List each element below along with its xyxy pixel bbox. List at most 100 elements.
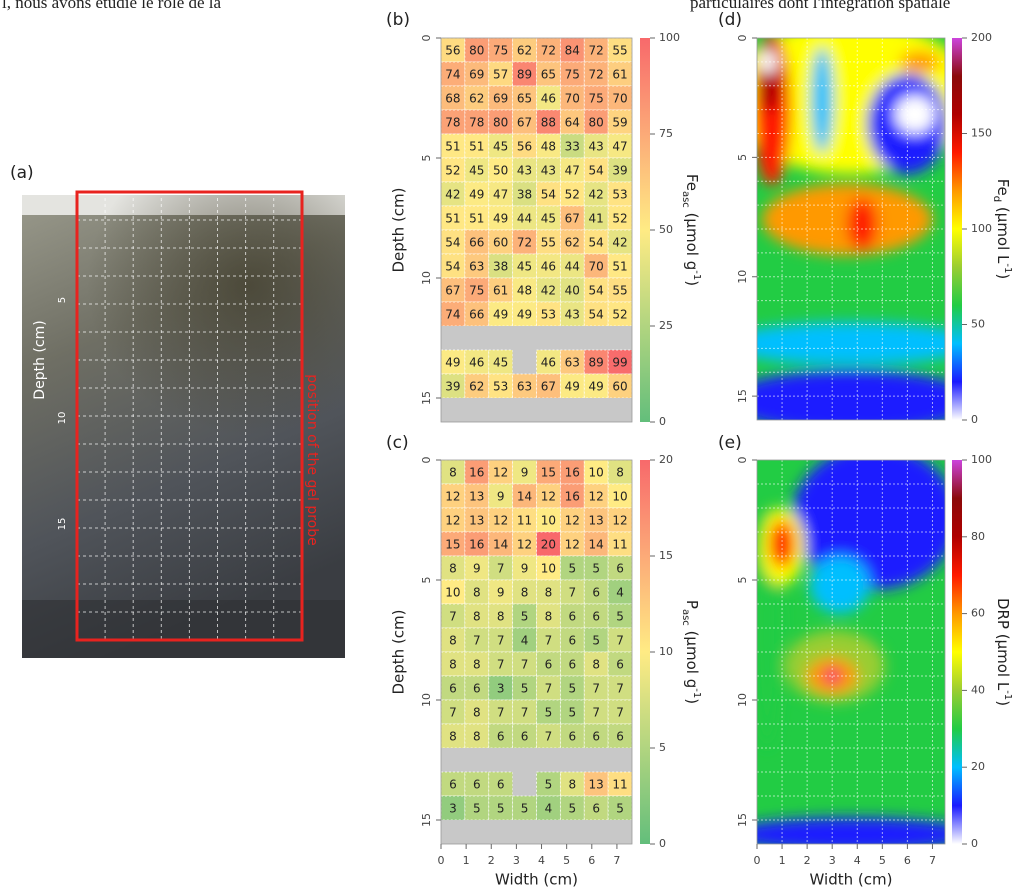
heat-cell [488,771,514,797]
cell-label: 9 [497,586,505,600]
map-blob [809,556,870,614]
y-axis-label: Depth (cm) [390,609,408,694]
cell-label: 54 [589,308,604,322]
heat-cell [583,133,609,159]
heat-cell [607,483,633,509]
heat-cell [464,277,490,303]
heat-cell [512,483,537,509]
colorbar-label-part: Fe [995,179,1013,196]
heat-cell [488,603,514,629]
heat-cell [488,205,514,231]
heat-cell [512,603,537,629]
heat-cell [512,579,537,605]
missing-cell [608,326,632,350]
photo-panel: (a) Depth (cm) 5 10 15 position of the g… [10,163,345,658]
heat-cell [464,507,490,533]
map-grid [757,38,945,420]
cell-label: 49 [445,356,460,370]
x-tick-label: 4 [854,854,861,867]
cell-label: 52 [612,212,627,226]
heat-cell [488,301,514,327]
cell-label: 12 [493,466,508,480]
cell-label: 7 [592,706,600,720]
cell-label: 74 [445,68,460,82]
missing-cell [488,820,513,844]
cell-label: 5 [568,802,576,816]
chart-panel: (e) 0 5 10 15 0 1 2 3 4 5 6 7 Width (cm) 0 20 40 60 80 100 D… [718,433,1014,889]
cell-label: 5 [592,634,600,648]
heat-cell [536,483,561,509]
cell-label: 7 [616,634,624,648]
cell-label: 5 [545,778,553,792]
cell-label: 66 [469,236,484,250]
heat-cell [607,795,633,821]
missing-cell [560,326,585,350]
cell-label: 72 [589,68,604,82]
colorbar-label-part: ) [684,698,702,704]
cell-label: 16 [469,466,484,480]
missing-cell [488,326,513,350]
heat-cell [512,555,537,581]
heat-cell [512,507,537,533]
heat-cell [512,651,537,677]
heat-cell [536,723,561,749]
heat-cell [440,795,466,821]
cell-label: 51 [469,212,484,226]
heat-cell [583,531,609,557]
missing-cell [584,326,609,350]
heat-cell [559,795,585,821]
heat-cell [536,373,561,399]
cell-label: 6 [592,730,600,744]
heat-cell [583,603,609,629]
map-blob [894,95,935,134]
cell-label: 80 [493,116,508,130]
cell-label: 47 [493,188,508,202]
heat-cell [464,85,490,111]
heat-cell [559,373,585,399]
cell-label: 63 [565,356,580,370]
cell-label: 8 [545,586,553,600]
cell-label: 51 [612,260,627,274]
cell-label: 63 [517,380,532,394]
cell-label: 53 [493,380,508,394]
cell-label: 13 [589,514,604,528]
cell-label: 5 [592,562,600,576]
heat-cell [559,483,585,509]
cell-label: 65 [541,68,556,82]
missing-cell [536,326,561,350]
heat-cell [464,627,490,653]
x-tick-label: 3 [513,854,520,867]
colorbar-tick-label: 50 [659,223,673,236]
cell-label: 7 [497,634,505,648]
cell-label: 67 [445,284,460,298]
heat-cell [583,459,609,485]
missing-cell [584,748,609,772]
heat-cell [464,483,490,509]
heat-cell [488,61,514,87]
missing-cell [536,398,561,422]
cell-label: 8 [568,778,576,792]
heat-cell [488,229,514,255]
heat-cell [559,229,585,255]
photo-tick: 15 [57,518,68,531]
heat-cell [583,109,609,135]
heat-cell [583,253,609,279]
heat-cell [583,627,609,653]
colorbar-label: DRP (µmol L-1) [995,598,1014,706]
missing-cell [488,748,513,772]
cell-label: 10 [541,562,556,576]
missing-cell [536,820,561,844]
cell-label: 47 [565,164,580,178]
missing-cell [464,326,489,350]
heat-cell [464,373,490,399]
heat-cell [536,531,561,557]
heat-cell [536,277,561,303]
cell-label: 6 [568,610,576,624]
heat-cell [488,507,514,533]
cell-label: 39 [445,380,460,394]
heat-cell [607,205,633,231]
y-tick-label: 0 [736,457,749,464]
colorbar-label-part: d [992,196,1003,202]
heat-cell [464,157,490,183]
missing-cell [488,398,513,422]
